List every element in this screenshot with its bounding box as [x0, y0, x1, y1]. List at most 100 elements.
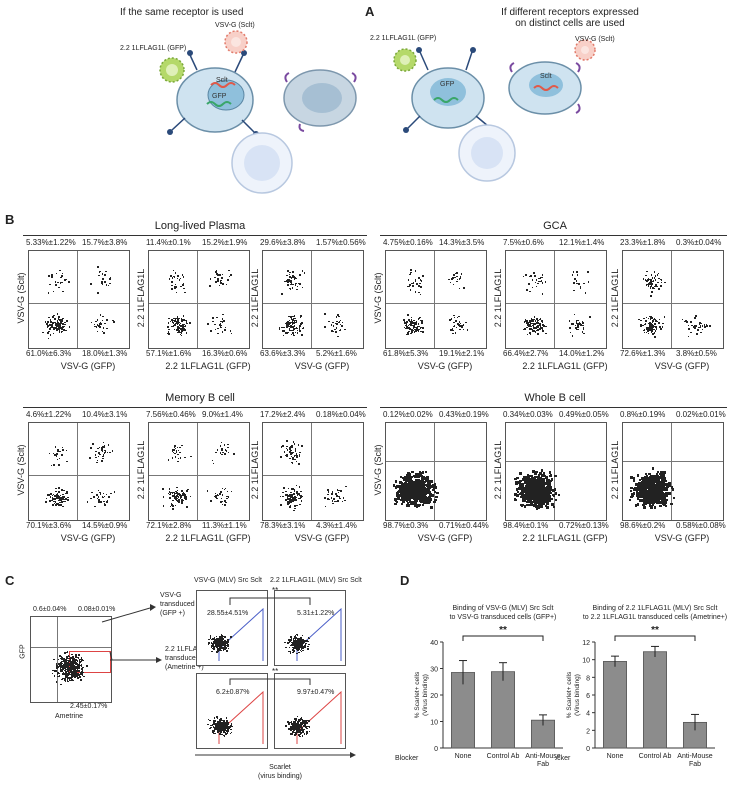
event-dot [222, 451, 224, 454]
event-dot [221, 449, 224, 451]
event-dot [649, 479, 653, 482]
left-cell-gfp-label: GFP [212, 93, 227, 100]
event-dot [410, 316, 413, 319]
group-underline [23, 235, 367, 236]
event-dot [428, 493, 432, 497]
event-dot [408, 482, 411, 485]
event-dot [75, 673, 77, 676]
event-dot [54, 498, 56, 500]
plot-ylabel: VSV-G (Sclt) [373, 272, 383, 324]
event-dot [292, 332, 294, 334]
event-dot [636, 497, 640, 500]
event-dot [171, 457, 174, 459]
event-dot [293, 497, 295, 499]
event-dot [341, 325, 343, 327]
event-dot [287, 495, 289, 497]
event-dot [173, 449, 175, 451]
event-dot [646, 279, 649, 281]
event-dot [81, 671, 83, 673]
event-dot [690, 331, 692, 334]
event-dot [642, 329, 645, 332]
event-dot [64, 674, 67, 677]
event-dot [221, 721, 223, 724]
event-dot [67, 669, 69, 671]
event-dot [649, 287, 652, 289]
event-dot [62, 666, 64, 668]
event-dot [216, 646, 219, 649]
event-dot [210, 500, 212, 502]
event-dot [58, 662, 61, 665]
event-dot [215, 725, 217, 727]
event-dot [529, 325, 531, 328]
event-dot [222, 725, 225, 728]
event-dot [207, 643, 210, 646]
event-dot [48, 494, 51, 496]
event-dot [528, 484, 531, 487]
event-dot [542, 483, 545, 487]
event-dot [221, 641, 224, 643]
event-dot [225, 717, 228, 719]
event-dot [73, 665, 76, 668]
event-dot [73, 666, 76, 669]
event-dot [215, 646, 218, 648]
event-dot [293, 650, 295, 653]
event-dot [77, 664, 80, 666]
event-dot [103, 495, 106, 498]
event-dot [167, 492, 170, 495]
event-dot [174, 456, 177, 458]
event-dot [307, 725, 309, 727]
event-dot [177, 329, 179, 332]
event-dot [182, 284, 184, 286]
event-dot [410, 271, 412, 274]
event-dot [652, 280, 655, 282]
event-dot [293, 315, 296, 317]
event-dot [429, 485, 433, 489]
event-dot [516, 476, 519, 480]
event-dot [220, 448, 223, 450]
event-dot [54, 446, 57, 448]
event-dot [654, 275, 657, 277]
event-dot [73, 667, 75, 670]
event-dot [400, 502, 404, 506]
event-dot [45, 501, 47, 503]
event-dot [216, 641, 219, 643]
event-dot [66, 656, 68, 658]
event-dot [60, 662, 62, 664]
event-dot [183, 319, 185, 321]
event-dot [58, 663, 60, 665]
event-dot [539, 277, 541, 279]
y-tick-label: 0 [586, 746, 590, 753]
event-dot [212, 726, 215, 728]
event-dot [80, 657, 83, 659]
event-dot [106, 451, 109, 454]
event-dot [50, 493, 52, 495]
event-dot [648, 472, 651, 476]
event-dot [292, 726, 295, 729]
event-dot [462, 328, 465, 331]
quadrant-value-upper-left: 0.34%±0.03% [503, 410, 553, 419]
event-dot [65, 668, 68, 670]
event-dot [61, 657, 63, 659]
event-dot [423, 501, 426, 504]
event-dot [453, 316, 456, 319]
event-dot [299, 719, 302, 721]
y-tick-label: 30 [430, 667, 438, 674]
event-dot [416, 327, 418, 330]
event-dot [414, 495, 417, 499]
event-dot [71, 679, 73, 681]
event-dot [644, 323, 646, 326]
event-dot [184, 493, 186, 496]
event-dot [299, 735, 301, 738]
event-dot [532, 320, 534, 322]
event-dot [431, 494, 434, 497]
flow-plot [622, 250, 724, 349]
event-dot [290, 488, 293, 490]
event-dot [106, 501, 108, 503]
event-dot [66, 659, 69, 662]
event-dot [301, 639, 303, 641]
event-dot [56, 664, 58, 667]
category-label-line2: Fab [689, 761, 701, 768]
event-dot [574, 324, 577, 327]
panel-a-right-title-line2: on distinct cells are used [515, 18, 625, 29]
event-dot [64, 669, 67, 672]
